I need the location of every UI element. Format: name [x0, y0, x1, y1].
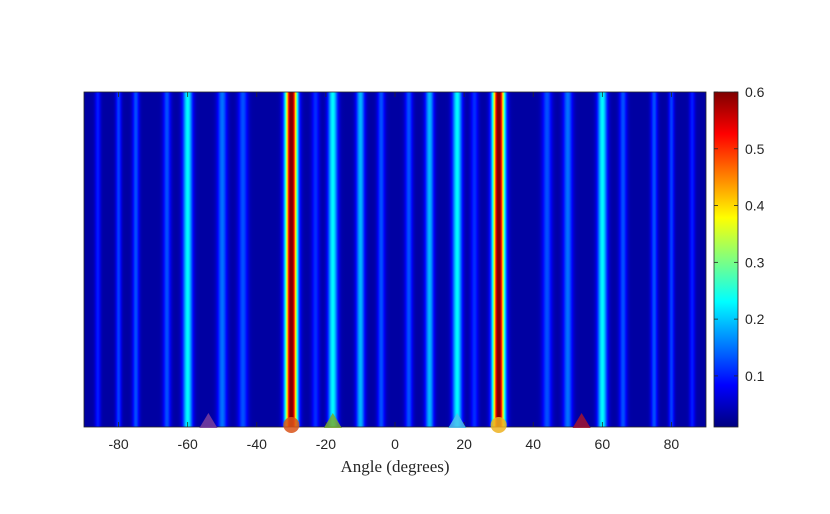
x-tick-label: -40	[247, 436, 267, 452]
circle-marker	[283, 417, 300, 433]
triangle-marker	[199, 413, 218, 428]
colorbar: 0.1 0.2 0.3 0.4 0.5 0.6	[713, 84, 765, 428]
triangle-marker	[323, 413, 342, 428]
heatmap-image	[84, 92, 706, 427]
x-tick-label: -80	[108, 436, 128, 452]
triangle-marker	[572, 413, 591, 428]
marker-layer	[199, 413, 591, 433]
x-tick-label: -60	[178, 436, 198, 452]
colorbar-frame	[713, 91, 739, 428]
x-tick-label: 60	[595, 436, 611, 452]
colorbar-tick-label: 0.2	[745, 311, 765, 327]
colorbar-tick-label: 0.5	[745, 141, 765, 157]
colorbar-tick-label: 0.4	[745, 198, 765, 214]
circle-marker	[490, 417, 507, 433]
colorbar-ticks: 0.1 0.2 0.3 0.4 0.5 0.6	[714, 84, 765, 384]
x-tick-label: 20	[456, 436, 472, 452]
x-tick-label: 80	[664, 436, 680, 452]
x-tick-label: 40	[525, 436, 541, 452]
x-axis-label: Angle (degrees)	[340, 457, 449, 476]
colorbar-tick-label: 0.3	[745, 254, 765, 270]
plot-area	[83, 91, 707, 428]
x-tick-label: 0	[391, 436, 399, 452]
colorbar-tick-label: 0.6	[745, 84, 765, 100]
triangle-marker	[448, 413, 467, 428]
colorbar-tick-label: 0.1	[745, 368, 765, 384]
x-tick-label: -20	[316, 436, 336, 452]
colorbar-gradient	[714, 92, 738, 427]
